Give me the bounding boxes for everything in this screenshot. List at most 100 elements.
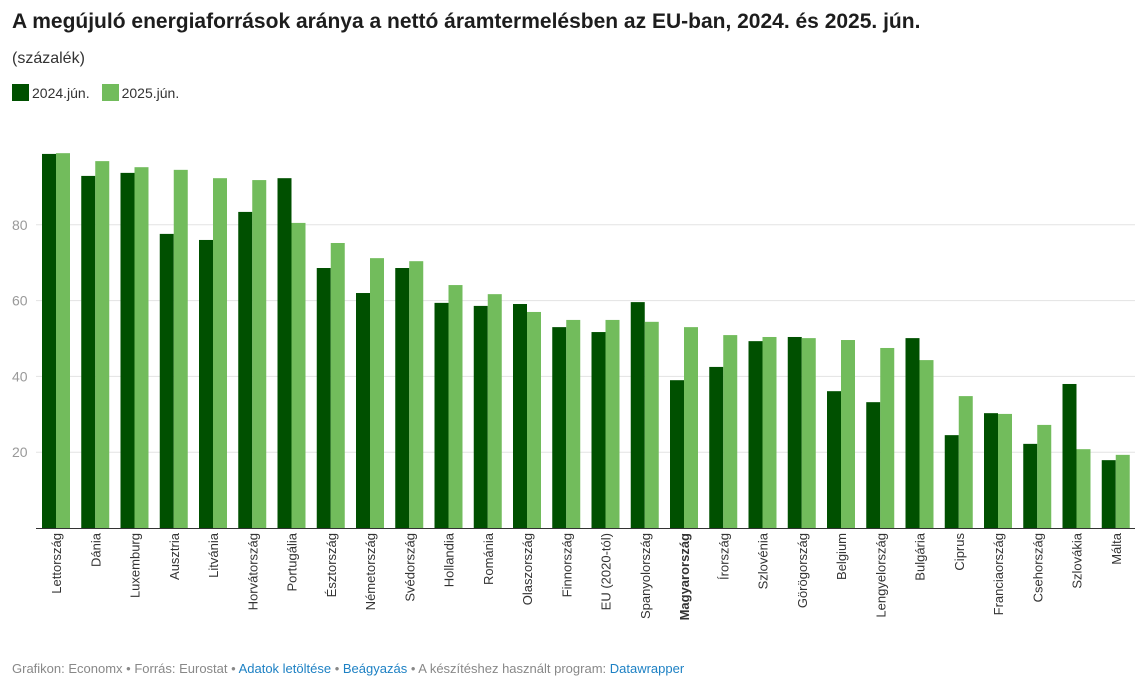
x-tick-label: Málta [1109,532,1124,565]
bar-2024 [591,332,606,528]
x-tick-label: Ciprus [952,533,967,571]
bar-2025 [684,327,698,528]
x-tick-label: Belgium [834,533,849,580]
footer: Grafikon: Economx • Forrás: Eurostat • A… [12,661,684,676]
bar-2025 [566,319,581,528]
bar-2025 [370,258,384,528]
bar-2024 [238,211,253,528]
bar-2024 [356,293,370,528]
bar-2025 [409,261,424,528]
x-tick-label: Luxemburg [128,533,143,598]
bar-2025 [958,396,973,528]
footer-credit: Grafikon: Economx • Forrás: Eurostat • [12,661,239,676]
legend-item-2025: 2025.jún. [101,84,180,101]
bar-2025 [527,311,541,528]
legend-label: 2024.jún. [32,85,90,101]
x-tick-label: Szlovénia [756,532,771,589]
x-tick-label: Dánia [88,532,103,567]
bar-2024 [42,153,56,528]
y-tick-label: 20 [12,444,28,460]
x-tick-label: Hollandia [442,532,457,587]
bar-2025 [56,153,70,528]
bar-2024 [81,175,96,528]
x-tick-label: Franciaország [991,533,1006,615]
x-tick-label: Svédország [402,533,417,602]
chart-subtitle: (százalék) [12,50,85,67]
bar-2024 [199,239,213,528]
legend-swatch [101,84,119,101]
legend-swatch [12,84,29,101]
bar-2024 [159,233,174,528]
bar-2024 [984,413,998,528]
bar-2024 [787,336,802,528]
bar-2025 [213,178,227,529]
bar-2024 [552,327,567,528]
bar-2024 [866,402,881,528]
x-tick-label: Spanyolország [638,533,653,619]
legend-item-2024: 2024.jún. [12,84,90,101]
x-tick-label: Magyarország [677,533,692,620]
y-tick-label: 60 [12,293,28,309]
bar-2024 [120,172,135,528]
bar-2024 [513,304,527,528]
bar-2025 [173,169,188,528]
bar-2024 [944,435,959,528]
x-tick-label: Olaszország [520,533,535,605]
bar-2025 [605,319,620,528]
x-tick-label: Lettország [49,533,64,594]
bar-2025 [95,161,110,529]
bar-2024 [1062,383,1077,528]
x-tick-label: Írország [716,533,731,580]
x-tick-label: Németország [363,533,378,610]
bar-2025 [644,321,659,528]
x-tick-label: Litvánia [206,532,221,578]
bar-2025 [723,335,738,528]
bar-2025 [291,222,306,528]
x-tick-label: Ausztria [167,532,182,580]
bar-2024 [1101,460,1116,528]
embed-link[interactable]: Beágyazás [342,661,408,676]
bar-2025 [919,360,934,528]
bar-2024 [905,338,920,528]
bar-2024 [630,302,645,528]
bar-2025 [1037,424,1052,528]
bar-2025 [330,242,345,528]
bar-2024 [277,178,292,529]
bar-2025 [134,167,149,528]
bar-2025 [252,180,267,528]
bar-2025 [487,294,502,528]
x-tick-label: Észtország [324,533,339,597]
x-tick-label: Lengyelország [873,533,888,618]
bar-2024 [748,341,763,528]
legend: 2024.jún. 2025.jún. [12,84,179,101]
chart-title: A megújuló energiaforrások aránya a nett… [12,10,921,33]
x-tick-label: Szlovákia [1070,532,1085,588]
bar-2025 [998,413,1012,528]
bar-2024 [434,302,449,528]
bar-2025 [1076,449,1091,528]
y-tick-label: 80 [12,217,28,233]
bar-2025 [801,338,816,528]
x-tick-label: Horvátország [245,533,260,610]
x-tick-label: Finnország [559,533,574,597]
bar-2025 [762,336,777,528]
x-tick-label: Csehország [1030,533,1045,602]
bar-2024 [395,268,410,528]
bar-2024 [316,268,331,528]
download-data-link[interactable]: Adatok letöltése [238,661,332,676]
x-tick-label: Bulgária [913,532,928,580]
legend-label: 2025.jún. [121,85,180,101]
datawrapper-link[interactable]: Datawrapper [609,661,685,676]
bar-2024 [670,380,684,528]
bar-2025 [880,347,895,528]
bar-2024 [1023,443,1038,528]
bar-2024 [709,366,724,528]
x-tick-label: Románia [481,532,496,585]
x-tick-label: Portugália [285,532,300,591]
bar-2025 [448,285,463,528]
footer-separator: • [331,661,343,676]
bar-2024 [473,305,488,528]
bar-2025 [1115,454,1130,528]
x-tick-label: EU (2020-tól) [599,533,614,610]
